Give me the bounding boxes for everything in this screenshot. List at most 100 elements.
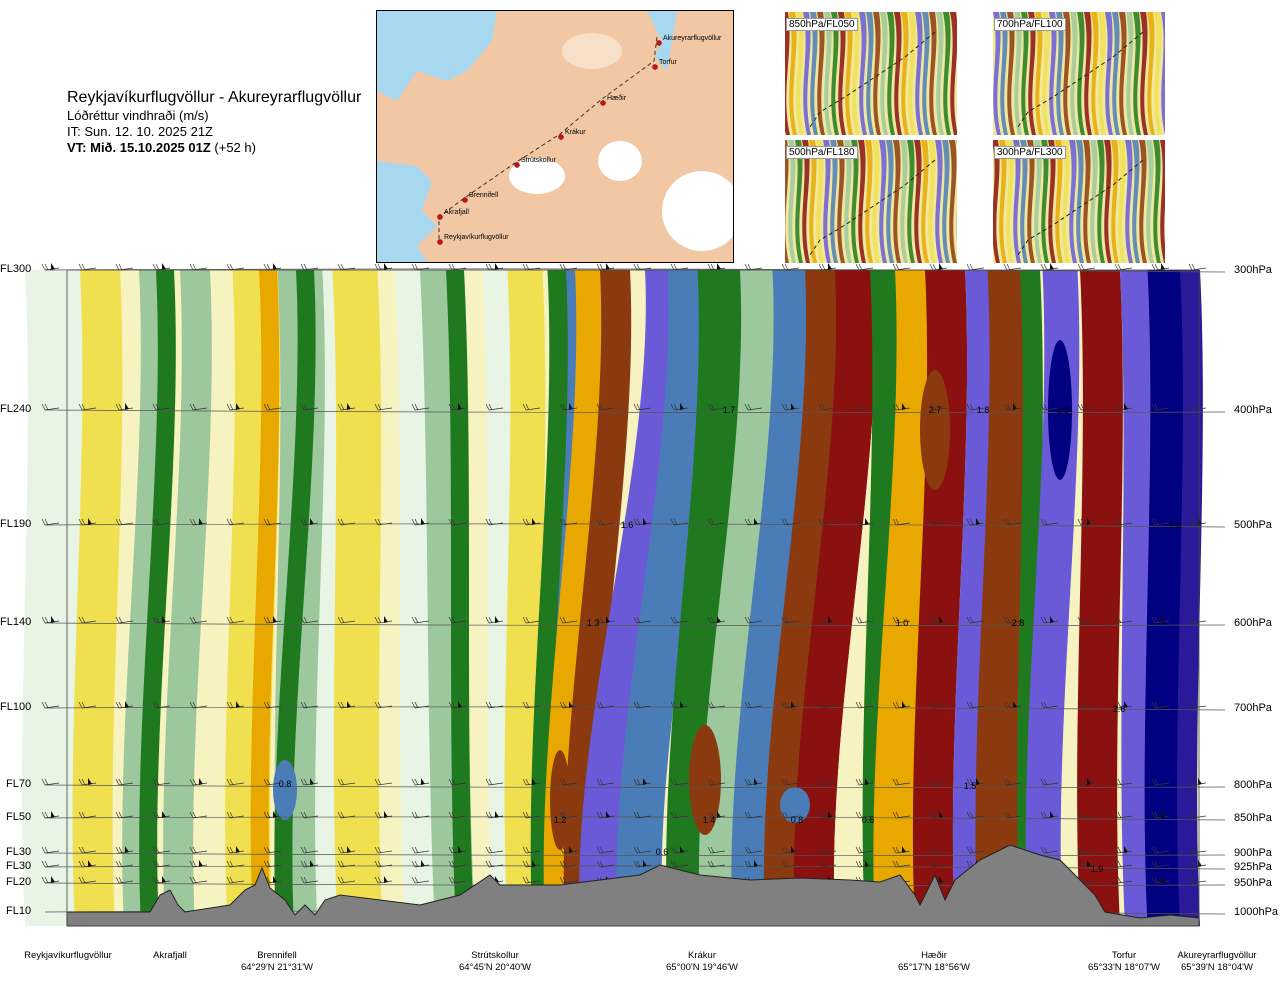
wind-barb xyxy=(485,811,504,819)
velocity-cell xyxy=(689,725,721,835)
wind-barb xyxy=(263,701,282,709)
mini-stripe xyxy=(1063,12,1071,135)
wind-barb xyxy=(115,518,134,526)
wind-barb xyxy=(966,811,985,819)
map-point-label: Strútskollur xyxy=(521,157,557,164)
wind-barb xyxy=(1040,518,1059,526)
value-annotation: 1.0 xyxy=(896,618,909,628)
mini-stripe xyxy=(809,140,817,263)
mini-stripe xyxy=(1034,140,1042,263)
wind-barb xyxy=(189,846,208,854)
wind-barb xyxy=(670,701,689,709)
valid-time: VT: Mið. 15.10.2025 01Z (+52 h) xyxy=(67,140,361,156)
wind-barb xyxy=(522,701,541,709)
wind-barb xyxy=(374,701,393,709)
wind-barb xyxy=(1151,616,1170,624)
wind-barb xyxy=(559,846,578,854)
mini-stripe xyxy=(845,12,853,135)
pressure-label: 925hPa xyxy=(1234,861,1272,873)
wind-barb xyxy=(744,701,763,709)
wind-barb xyxy=(559,876,578,884)
mini-stripe xyxy=(1062,140,1070,263)
route-map: Akureyrarflugvöllur Torfur Hæðir Krákur Strú… xyxy=(376,10,734,263)
wind-barb xyxy=(337,811,356,819)
wind-barb xyxy=(1040,846,1059,854)
wind-barb xyxy=(522,846,541,854)
mini-stripe xyxy=(837,140,845,263)
mini-stripe xyxy=(1104,140,1112,263)
wind-barb xyxy=(929,403,948,411)
pressure-level-line xyxy=(44,852,1226,857)
wind-barb xyxy=(41,518,60,526)
velocity-band xyxy=(793,270,877,926)
wind-barb xyxy=(152,701,171,709)
wind-barb xyxy=(818,616,837,624)
wind-barb xyxy=(633,846,652,854)
wind-barb xyxy=(929,518,948,526)
map-points: Akureyrarflugvöllur Torfur Hæðir Krákur Strú… xyxy=(437,35,722,245)
wind-barb xyxy=(78,876,97,884)
wind-barb xyxy=(485,701,504,709)
wind-barb xyxy=(929,846,948,854)
mini-stripe xyxy=(866,12,874,135)
wind-barb xyxy=(707,403,726,411)
wind-barb xyxy=(1077,403,1096,411)
wind-barb xyxy=(966,616,985,624)
mini-stripe xyxy=(1133,12,1141,135)
location-coord: 64°45'N 20°40'W xyxy=(459,962,531,973)
mini-stripe xyxy=(859,12,867,135)
wind-barb xyxy=(892,811,911,819)
mini-stripe xyxy=(1119,12,1127,135)
mini-stripe xyxy=(942,140,950,263)
mini-stripe xyxy=(1139,140,1147,263)
mini-stripe xyxy=(1041,140,1049,263)
wind-barb xyxy=(374,403,393,411)
wind-barb xyxy=(707,616,726,624)
wind-barb xyxy=(300,846,319,854)
wind-barb xyxy=(781,403,800,411)
location-label: Krákur 65°00'N 19°46'W xyxy=(666,950,738,974)
wind-barb xyxy=(189,860,208,868)
mini-stripe xyxy=(802,140,810,263)
wind-barb xyxy=(855,263,874,271)
wind-barb xyxy=(744,811,763,819)
wind-barb xyxy=(929,778,948,786)
wind-barb xyxy=(966,701,985,709)
wind-barb xyxy=(411,616,430,624)
mini-stripe xyxy=(1076,140,1084,263)
wind-barb xyxy=(1077,701,1096,709)
wind-barb xyxy=(707,701,726,709)
mini-stripe xyxy=(1126,12,1134,135)
wind-barb xyxy=(559,403,578,411)
wind-barb xyxy=(1114,876,1133,884)
wind-barb xyxy=(1114,846,1133,854)
pressure-label: 700hPa xyxy=(1234,702,1272,714)
wind-barb xyxy=(78,811,97,819)
wind-barb xyxy=(152,518,171,526)
wind-barb xyxy=(1040,263,1059,271)
map-point-label: Akureyrarflugvöllur xyxy=(663,35,722,42)
wind-barb xyxy=(855,778,874,786)
wind-barb xyxy=(1077,263,1096,271)
wind-barb xyxy=(448,811,467,819)
map-glacier-3 xyxy=(662,171,733,251)
flight-level-label: FL300 xyxy=(0,263,32,275)
location-name: Strútskollur xyxy=(471,950,519,961)
flight-level-label: FL30 xyxy=(6,860,32,872)
wind-barb xyxy=(485,846,504,854)
wind-barb xyxy=(855,811,874,819)
velocity-band xyxy=(72,270,123,926)
wind-barb xyxy=(1077,616,1096,624)
map-point-label: Reykjavíkurflugvöllur xyxy=(444,234,509,241)
wind-barb xyxy=(448,860,467,868)
mini-stripe xyxy=(1013,140,1021,263)
flight-level-label: FL240 xyxy=(0,403,32,415)
wind-barb xyxy=(152,846,171,854)
wind-barb xyxy=(337,860,356,868)
mini-route-line xyxy=(809,159,936,256)
wind-barb xyxy=(115,701,134,709)
map-point-marker xyxy=(437,239,443,245)
wind-barb xyxy=(1151,263,1170,271)
wind-barb xyxy=(115,860,134,868)
wind-barb xyxy=(337,701,356,709)
